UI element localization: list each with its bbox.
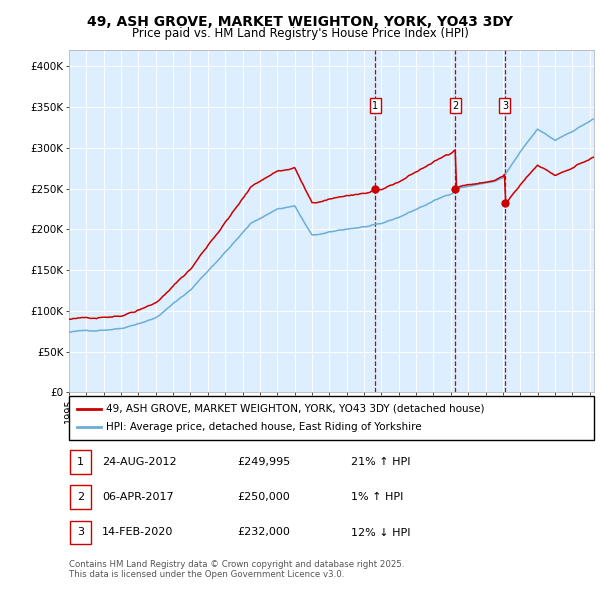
Text: Price paid vs. HM Land Registry's House Price Index (HPI): Price paid vs. HM Land Registry's House … bbox=[131, 27, 469, 40]
Text: 49, ASH GROVE, MARKET WEIGHTON, YORK, YO43 3DY: 49, ASH GROVE, MARKET WEIGHTON, YORK, YO… bbox=[87, 15, 513, 29]
Text: 14-FEB-2020: 14-FEB-2020 bbox=[102, 527, 173, 537]
Text: 2: 2 bbox=[452, 100, 458, 110]
Text: Contains HM Land Registry data © Crown copyright and database right 2025.
This d: Contains HM Land Registry data © Crown c… bbox=[69, 560, 404, 579]
Text: HPI: Average price, detached house, East Riding of Yorkshire: HPI: Average price, detached house, East… bbox=[106, 422, 421, 432]
Text: 1% ↑ HPI: 1% ↑ HPI bbox=[351, 492, 403, 502]
Text: 3: 3 bbox=[502, 100, 508, 110]
Text: 12% ↓ HPI: 12% ↓ HPI bbox=[351, 527, 410, 537]
Text: 2: 2 bbox=[77, 492, 84, 502]
Text: £232,000: £232,000 bbox=[237, 527, 290, 537]
Text: 06-APR-2017: 06-APR-2017 bbox=[102, 492, 173, 502]
Text: 21% ↑ HPI: 21% ↑ HPI bbox=[351, 457, 410, 467]
Text: 1: 1 bbox=[372, 100, 379, 110]
Text: £249,995: £249,995 bbox=[237, 457, 290, 467]
Text: £250,000: £250,000 bbox=[237, 492, 290, 502]
Text: 24-AUG-2012: 24-AUG-2012 bbox=[102, 457, 176, 467]
Text: 3: 3 bbox=[77, 527, 84, 537]
Text: 49, ASH GROVE, MARKET WEIGHTON, YORK, YO43 3DY (detached house): 49, ASH GROVE, MARKET WEIGHTON, YORK, YO… bbox=[106, 404, 484, 414]
Text: 1: 1 bbox=[77, 457, 84, 467]
